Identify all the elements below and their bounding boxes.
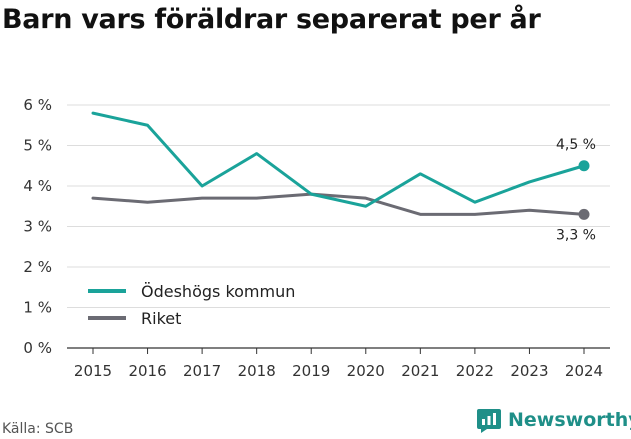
legend-label: Riket [141, 309, 181, 328]
x-tick-label: 2019 [292, 362, 330, 380]
chart-title: Barn vars föräldrar separerat per år [2, 4, 541, 35]
x-tick-label: 2023 [510, 362, 548, 380]
y-tick-label: 5 % [23, 137, 52, 155]
series-line [91, 192, 586, 216]
x-tick-label: 2020 [347, 362, 385, 380]
x-tick-label: 2016 [128, 362, 166, 380]
gridlines [67, 104, 610, 349]
x-tick-label: 2017 [183, 362, 221, 380]
brand-name: Newsworthy [508, 409, 631, 431]
series-line [91, 111, 586, 208]
legend: Ödeshögs kommun Riket [88, 282, 295, 328]
y-tick-label: 6 % [23, 96, 52, 114]
x-axis-ticks: 2015 2016 2017 2018 2019 2020 2021 2022 2023 2024 [74, 348, 603, 380]
y-tick-label: 3 % [23, 218, 52, 236]
y-axis-ticks: 0 % 1 % 2 % 3 % 4 % 5 % 6 % [23, 96, 52, 357]
y-tick-label: 4 % [23, 177, 52, 195]
series-lines: 4,5 % 3,3 % [91, 111, 596, 243]
source-note: Källa: SCB [2, 421, 74, 437]
y-tick-label: 0 % [23, 339, 52, 357]
y-tick-label: 2 % [23, 258, 52, 276]
x-tick-label: 2022 [456, 362, 494, 380]
x-tick-label: 2018 [238, 362, 276, 380]
y-tick-label: 1 % [23, 299, 52, 317]
x-tick-label: 2021 [401, 362, 439, 380]
series-end-point [578, 208, 590, 220]
newsworthy-logo-icon [477, 409, 501, 433]
series-end-point [578, 160, 590, 172]
x-tick-label: 2015 [74, 362, 112, 380]
legend-label: Ödeshögs kommun [141, 282, 295, 301]
x-tick-label: 2024 [565, 362, 603, 380]
end-value-label: 4,5 % [556, 137, 596, 153]
brand-logo: Newsworthy [476, 407, 631, 433]
end-value-label: 3,3 % [556, 227, 596, 243]
